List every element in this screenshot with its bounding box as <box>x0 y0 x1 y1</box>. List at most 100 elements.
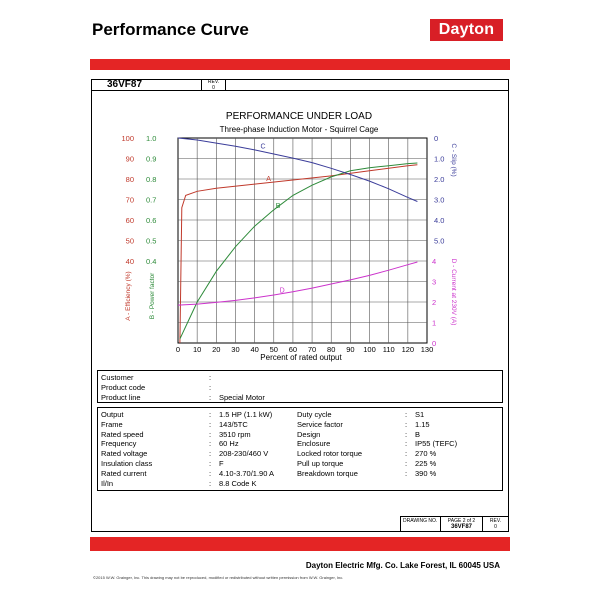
chart-series: A B C D <box>177 137 418 344</box>
series-line-c <box>177 137 418 202</box>
power-factor-tick-label: 0.5 <box>146 237 156 246</box>
performance-chart: PERFORMANCE UNDER LOAD Three-phase Induc… <box>121 111 457 362</box>
y-left-inner-axis-label: B - Power factor <box>149 272 156 319</box>
x-tick-label: 130 <box>421 345 434 354</box>
x-tick-label: 60 <box>289 345 297 354</box>
spec-label: Frame <box>101 419 123 429</box>
spec-value: IP55 (TEFC) <box>415 439 458 449</box>
spec-value: 225 % <box>415 459 437 468</box>
drawing-page-label: PAGE 2 of 2 <box>447 518 476 524</box>
bottom-red-bar <box>90 537 510 551</box>
spec-label: Duty cycle <box>297 410 332 419</box>
series-label-c: C <box>260 144 265 151</box>
x-tick-label: 110 <box>383 345 395 354</box>
x-tick-label: 40 <box>250 345 258 354</box>
efficiency-tick-label: 90 <box>126 155 134 164</box>
slip-tick-label: 0 <box>434 134 438 143</box>
customer-info-box: Customer: Product code: Product line: Speci… <box>97 370 503 403</box>
spec-colon: : <box>209 439 212 449</box>
spec-label: Breakdown torque <box>297 468 358 478</box>
x-tick-label: 0 <box>176 345 180 354</box>
spec-colon: : <box>209 429 212 439</box>
spec-colon: : <box>209 410 212 419</box>
customer-field-label: Product line <box>101 392 141 402</box>
spec-label: Design <box>297 429 321 439</box>
model-row <box>91 79 509 91</box>
drawing-page-cell: PAGE 2 of 2 36VF87 <box>441 516 483 532</box>
efficiency-tick-label: 60 <box>126 216 134 225</box>
spec-colon: : <box>405 410 408 419</box>
series-line-b <box>179 162 418 340</box>
spec-value: 1.5 HP (1.1 kW) <box>219 410 273 419</box>
spec-value: 270 % <box>415 449 437 459</box>
customer-field-colon: : <box>209 392 212 402</box>
dayton-logo: Dayton <box>430 19 503 41</box>
specs-box: Output:1.5 HP (1.1 kW) Frame:143/5TC Rated… <box>97 407 503 491</box>
drawing-rev-label: REV. <box>489 518 502 524</box>
slip-tick-label: 1.0 <box>434 155 444 164</box>
slip-tick-label: 3.0 <box>434 196 444 205</box>
spec-label: Rated current <box>101 468 147 478</box>
current-tick-label: 0 <box>432 339 436 348</box>
y-left-outer-axis-label: A - Efficiency (%) <box>125 271 132 320</box>
x-tick-label: 50 <box>270 345 278 354</box>
spec-label: Rated voltage <box>101 449 148 459</box>
spec-label: Il/In <box>101 478 114 488</box>
customer-field-colon: : <box>209 373 212 382</box>
spec-colon: : <box>405 439 408 449</box>
x-tick-label: 20 <box>212 345 220 354</box>
spec-colon: : <box>405 419 408 429</box>
customer-field-colon: : <box>209 382 212 392</box>
spec-label: Service factor <box>297 419 343 429</box>
series-label-b: B <box>276 203 281 210</box>
spec-colon: : <box>405 459 408 468</box>
spec-value: B <box>415 429 421 439</box>
spec-value: 143/5TC <box>219 419 248 429</box>
spec-value: F <box>219 459 224 468</box>
footer-copyright: ©2015 W.W. Grainger, Inc. This drawing m… <box>93 575 344 580</box>
power-factor-tick-label: 0.7 <box>146 196 156 205</box>
page-title: Performance Curve <box>92 20 249 39</box>
x-tick-label: 120 <box>402 345 415 354</box>
drawing-rev-value: 0 <box>494 524 497 530</box>
power-factor-tick-label: 0.8 <box>146 175 156 184</box>
spec-value: 4.10-3.70/1.90 A <box>219 468 275 478</box>
slip-tick-label: 5.0 <box>434 237 444 246</box>
x-axis-label: Percent of rated output <box>260 353 342 362</box>
model-number: 36VF87 <box>91 79 202 91</box>
spec-value: 8.8 Code K <box>219 478 257 488</box>
current-tick-label: 4 <box>432 257 436 266</box>
x-tick-label: 30 <box>231 345 239 354</box>
efficiency-tick-label: 100 <box>121 134 134 143</box>
efficiency-tick-label: 80 <box>126 175 134 184</box>
x-tick-label: 90 <box>346 345 354 354</box>
spec-value: S1 <box>415 410 425 419</box>
customer-field-label: Product code <box>101 382 146 392</box>
efficiency-tick-label: 50 <box>126 237 134 246</box>
series-line-a <box>179 164 418 344</box>
spec-value: 60 Hz <box>219 439 239 449</box>
slip-tick-label: 2.0 <box>434 175 444 184</box>
footer-company: Dayton Electric Mfg. Co. Lake Forest, IL… <box>305 561 500 570</box>
y-right-lower-axis-label: D - Current at 230V (A) <box>450 259 457 326</box>
spec-colon: : <box>209 449 212 459</box>
spec-label: Insulation class <box>101 459 153 468</box>
spec-value: 3510 rpm <box>219 429 251 439</box>
customer-field-value: Special Motor <box>219 392 265 402</box>
spec-value: 390 % <box>415 468 437 478</box>
spec-colon: : <box>209 419 212 429</box>
series-label-d: D <box>280 287 285 294</box>
chart-grid <box>177 137 428 344</box>
drawing-no-label: DRAWING NO. <box>403 518 438 524</box>
drawing-rev-cell: REV. 0 <box>483 516 508 532</box>
spec-label: Locked rotor torque <box>297 449 363 459</box>
y-right-upper-axis-label: C - Slip (%) <box>450 143 457 176</box>
power-factor-tick-label: 0.9 <box>146 155 156 164</box>
series-label-a: A <box>266 176 271 183</box>
rev-cell: REV. 0 <box>202 79 226 91</box>
x-tick-label: 100 <box>363 345 376 354</box>
drawing-number: 36VF87 <box>450 524 472 530</box>
current-tick-label: 3 <box>432 278 436 287</box>
spec-value: 1.15 <box>415 419 430 429</box>
spec-label: Rated speed <box>101 429 144 439</box>
